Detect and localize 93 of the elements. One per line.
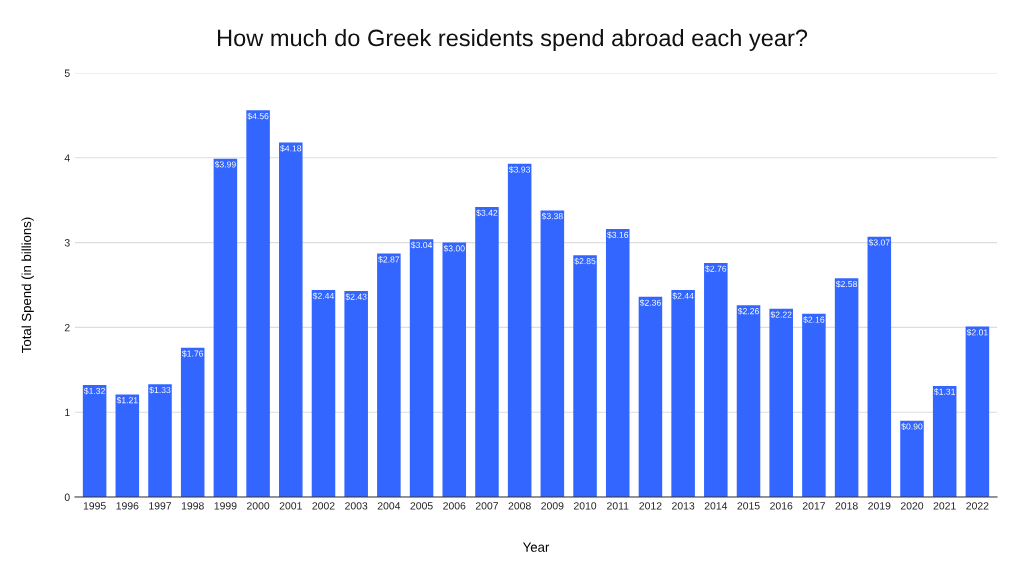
y-tick-label: 2 [64,323,70,332]
bar [377,253,401,497]
bar [605,229,630,497]
x-tick-label: 2004 [377,502,401,510]
x-tick-label: 2013 [672,502,695,510]
data-label: $3.07 [868,239,890,247]
data-label: $1.33 [149,386,171,394]
bar [442,242,467,497]
bar [279,142,303,497]
bar [671,290,695,497]
data-label: $2.26 [737,307,759,315]
y-tick-label: 0 [64,493,70,501]
x-tick-label: 1999 [214,502,237,510]
bar [573,255,597,497]
x-tick-label: 2010 [573,502,597,510]
chart-title: How much do Greek residents spend abroad each year? [218,29,808,52]
bar [344,290,368,497]
bar [311,290,336,497]
x-tick-label: 2008 [508,502,531,510]
data-label: $2.16 [803,316,825,324]
bar [932,385,957,497]
x-tick-label: 2018 [835,502,858,510]
data-label: $1.31 [934,388,956,396]
data-label: $2.87 [378,256,400,264]
x-axis-title: Year [522,542,550,552]
x-tick-label: 1996 [116,502,139,510]
data-label: $3.38 [541,212,563,220]
data-label: $3.42 [476,209,498,217]
bar [148,384,172,497]
data-label: $4.18 [280,144,302,152]
bar [704,262,728,497]
x-tick-label: 2002 [312,502,335,510]
y-tick-label: 4 [64,154,70,162]
bar [965,326,990,497]
data-label: $4.56 [247,112,269,120]
bar [802,313,826,497]
data-label: $3.99 [214,161,236,169]
x-tick-label: 2019 [868,502,891,510]
bar [409,239,434,497]
data-label: $2.76 [705,265,727,273]
data-label: $2.44 [672,292,694,300]
bar [246,110,270,497]
data-label: $2.58 [835,280,857,288]
y-tick-label: 3 [64,239,70,247]
data-label: $2.44 [312,292,335,300]
x-tick-label: 2014 [704,502,728,510]
x-tick-label: 2015 [737,502,760,510]
x-tick-label: 2020 [900,502,924,510]
data-label: $1.32 [83,387,105,395]
bar [213,158,238,497]
bar [475,206,499,497]
y-axis-title: Total Spend (in billions) [21,217,34,353]
x-tick-label: 2007 [475,502,499,510]
bar [867,236,892,497]
data-label: $2.43 [345,293,367,301]
bar [180,347,205,497]
bar [115,394,140,497]
data-label: $2.36 [639,299,661,307]
data-label: $3.04 [410,241,433,249]
bar [82,385,107,497]
data-label: $2.85 [574,257,596,265]
x-tick-label: 2009 [541,502,564,510]
data-label: $1.76 [182,350,204,358]
bar [736,305,761,497]
x-tick-label: 2016 [770,502,793,510]
data-label: $2.22 [770,311,792,319]
bar [638,296,663,497]
bar [540,210,565,497]
x-tick-label: 2001 [279,502,302,510]
x-tick-label: 2012 [639,502,662,510]
x-tick-label: 2021 [933,502,956,510]
data-label: $3.00 [443,245,465,252]
data-label: $3.16 [607,231,629,239]
x-tick-label: 1997 [149,502,172,510]
bar [900,420,924,497]
x-tick-label: 2003 [345,502,368,510]
x-tick-label: 1995 [83,502,106,510]
x-tick-label: 2011 [607,502,629,510]
x-tick-label: 2000 [247,502,270,510]
bar [834,278,859,497]
bar [769,308,793,497]
x-tick-label: 2017 [802,502,825,510]
y-tick-label: 5 [64,69,70,77]
data-label: $1.21 [116,396,138,404]
y-tick-label: 1 [65,408,70,416]
x-tick-label: 2005 [410,502,433,510]
x-tick-label: 2022 [966,502,989,510]
x-tick-label: 2006 [443,502,466,510]
x-tick-label: 1998 [181,502,204,510]
data-label: $0.90 [901,423,923,431]
data-label: $3.93 [508,166,531,174]
data-label: $2.01 [966,328,988,336]
bar [507,163,532,497]
